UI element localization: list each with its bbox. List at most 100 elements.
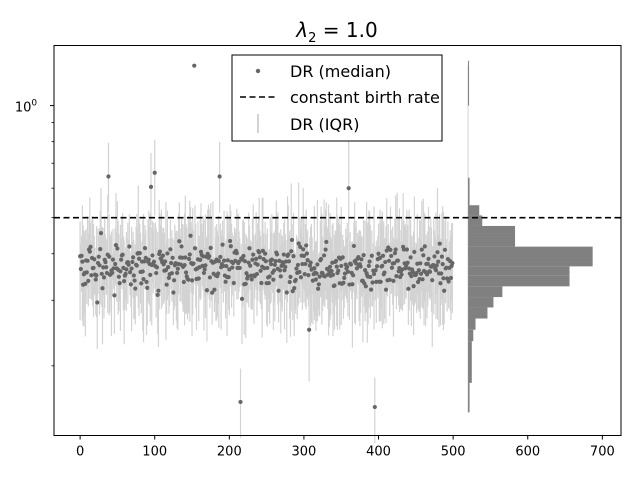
median-point: [448, 275, 453, 281]
median-point: [192, 63, 197, 68]
median-point: [132, 278, 137, 283]
median-point: [305, 258, 310, 263]
median-point: [198, 249, 204, 254]
median-point: [291, 254, 296, 259]
median-point: [434, 263, 439, 268]
median-point: [216, 259, 221, 264]
median-point: [286, 252, 291, 257]
median-point: [418, 261, 423, 266]
median-point: [439, 271, 444, 276]
title-rest: = 1.0: [316, 18, 377, 42]
median-point: [115, 246, 120, 251]
x-tick-label: 500: [441, 445, 466, 460]
median-point: [271, 268, 277, 273]
median-point: [272, 262, 277, 267]
histogram: [467, 60, 593, 413]
median-point: [192, 246, 198, 251]
median-point: [106, 174, 111, 179]
axes-frame: [53, 45, 622, 436]
median-point: [226, 275, 231, 280]
median-point: [100, 286, 105, 291]
median-point: [401, 247, 406, 252]
median-point: [250, 257, 255, 262]
median-point: [433, 268, 439, 273]
median-point: [243, 281, 248, 286]
median-point: [392, 251, 398, 256]
median-series: [78, 63, 455, 410]
median-point: [84, 270, 89, 275]
median-point: [306, 272, 311, 278]
median-point: [123, 271, 128, 276]
median-point: [166, 275, 171, 281]
median-point: [283, 264, 288, 269]
median-point: [113, 243, 119, 248]
median-point: [117, 281, 122, 286]
median-point: [282, 268, 287, 273]
median-point: [406, 286, 411, 291]
median-point: [284, 290, 289, 295]
median-point: [110, 270, 115, 275]
median-point: [278, 274, 283, 279]
median-point: [258, 268, 263, 273]
median-point: [212, 287, 217, 292]
median-point: [78, 266, 83, 272]
median-point: [444, 265, 449, 270]
median-point: [257, 255, 263, 260]
median-point: [371, 271, 377, 277]
median-point: [316, 282, 321, 287]
median-point: [189, 278, 195, 283]
median-point: [341, 280, 346, 285]
median-point: [293, 277, 298, 282]
median-point: [442, 247, 448, 252]
median-point: [288, 274, 293, 279]
median-point: [98, 231, 104, 236]
x-tick-label: 0: [76, 445, 84, 460]
median-point: [370, 280, 375, 285]
median-point: [165, 251, 170, 256]
median-point: [426, 256, 431, 261]
median-point: [317, 274, 322, 279]
median-point: [332, 283, 337, 288]
median-point: [224, 263, 229, 269]
median-point: [218, 254, 223, 260]
median-point: [302, 271, 307, 277]
median-point: [248, 263, 253, 268]
median-point: [368, 274, 373, 280]
median-point: [440, 262, 445, 267]
median-point: [389, 253, 394, 259]
median-point: [151, 259, 157, 264]
median-point: [263, 251, 268, 256]
median-point: [295, 262, 301, 268]
median-point: [342, 275, 347, 281]
median-point: [374, 264, 380, 269]
median-point: [395, 258, 401, 263]
median-point: [130, 255, 136, 260]
median-point: [380, 253, 386, 258]
median-point: [160, 253, 166, 258]
median-point: [408, 255, 413, 260]
median-point: [80, 259, 85, 264]
median-point: [183, 270, 189, 275]
median-point: [303, 261, 308, 267]
median-point: [228, 244, 233, 249]
median-point: [323, 247, 328, 252]
median-point: [221, 263, 226, 268]
median-point: [183, 255, 188, 260]
histogram-bar: [468, 205, 480, 216]
median-point: [359, 257, 364, 262]
median-point: [239, 296, 245, 301]
median-point: [186, 277, 191, 282]
median-point: [141, 277, 146, 282]
median-point: [154, 265, 160, 270]
median-point: [236, 259, 242, 264]
median-point: [439, 254, 445, 259]
median-point: [367, 259, 372, 264]
median-point: [238, 399, 243, 405]
median-point: [277, 268, 283, 273]
median-point: [304, 243, 309, 248]
median-point: [281, 252, 286, 257]
histogram-bar: [468, 177, 470, 206]
median-point: [392, 261, 397, 266]
median-point: [154, 270, 159, 276]
median-point: [136, 256, 142, 261]
